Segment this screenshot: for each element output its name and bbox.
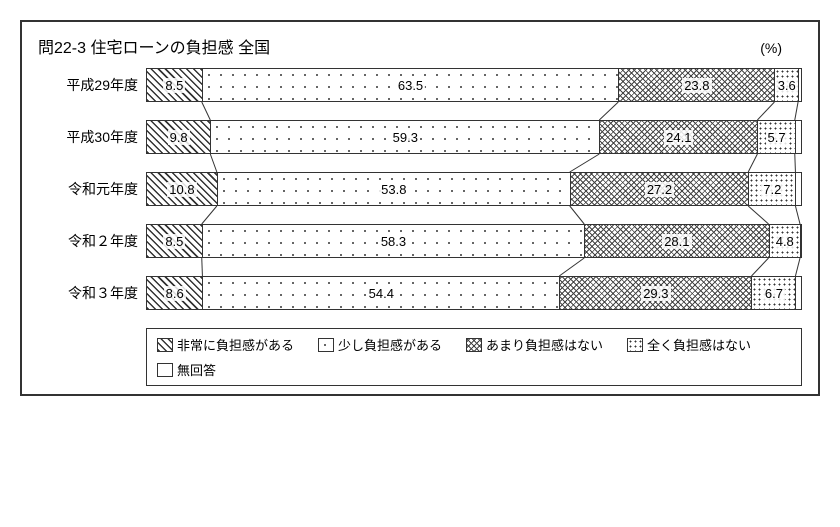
bar-segment-little_burden: 24.1 — [599, 120, 757, 154]
chart-container: 問22-3 住宅ローンの負担感 全国 (%) 平成29年度 8.5 63.5 23.8… — [20, 20, 820, 396]
legend-swatch — [157, 363, 173, 377]
segment-value: 63.5 — [396, 78, 425, 93]
bar-segment-very_burden: 8.5 — [146, 224, 202, 258]
bar-segment-little_burden: 27.2 — [570, 172, 748, 206]
segment-value: 7.2 — [761, 182, 783, 197]
segment-value: 8.6 — [164, 286, 186, 301]
segment-value: 9.8 — [168, 130, 190, 145]
segment-value: 23.8 — [682, 78, 711, 93]
bar-track: 8.5 63.5 23.8 3.6 — [146, 68, 802, 102]
bar-segment-very_burden: 8.5 — [146, 68, 202, 102]
bar-segment-some_burden: 54.4 — [202, 276, 559, 310]
bar-segment-no_burden: 6.7 — [751, 276, 795, 310]
bar-segment-no_answer — [795, 276, 802, 310]
bar-segment-little_burden: 23.8 — [618, 68, 774, 102]
chart-title: 問22-3 住宅ローンの負担感 全国 — [38, 34, 270, 58]
bar-track: 10.8 53.8 27.2 7.2 — [146, 172, 802, 206]
segment-value: 5.7 — [766, 130, 788, 145]
chart-unit: (%) — [760, 40, 782, 56]
legend-item: あまり負担感はない — [466, 335, 603, 354]
bar-track: 8.6 54.4 29.3 6.7 — [146, 276, 802, 310]
bar-segment-no_answer — [798, 68, 802, 102]
bar-row: 平成29年度 8.5 63.5 23.8 3.6 — [38, 68, 802, 102]
legend-item: 少し負担感がある — [318, 335, 442, 354]
segment-value: 4.8 — [774, 234, 796, 249]
bar-label: 平成30年度 — [38, 127, 146, 147]
bar-track: 9.8 59.3 24.1 5.7 — [146, 120, 802, 154]
bar-segment-very_burden: 10.8 — [146, 172, 217, 206]
legend-swatch — [157, 338, 173, 352]
bar-segment-very_burden: 9.8 — [146, 120, 210, 154]
segment-value: 8.5 — [163, 78, 185, 93]
segment-value: 10.8 — [167, 182, 196, 197]
bar-segment-no_burden: 4.8 — [769, 224, 800, 258]
legend-item: 全く負担感はない — [627, 335, 751, 354]
segment-value: 28.1 — [662, 234, 691, 249]
bar-segment-no_burden: 3.6 — [774, 68, 798, 102]
segment-value: 24.1 — [664, 130, 693, 145]
legend-label: 少し負担感がある — [338, 335, 442, 354]
bar-label: 平成29年度 — [38, 75, 146, 95]
bar-row: 令和元年度 10.8 53.8 27.2 7.2 — [38, 172, 802, 206]
legend-swatch — [466, 338, 482, 352]
bar-row: 令和２年度 8.5 58.3 28.1 4.8 — [38, 224, 802, 258]
bar-segment-no_answer — [800, 224, 802, 258]
bar-segment-little_burden: 29.3 — [559, 276, 751, 310]
bar-segment-some_burden: 58.3 — [202, 224, 584, 258]
bar-segment-no_burden: 5.7 — [757, 120, 794, 154]
segment-value: 59.3 — [391, 130, 420, 145]
bar-label: 令和２年度 — [38, 231, 146, 251]
segment-value: 6.7 — [763, 286, 785, 301]
segment-value: 3.6 — [776, 78, 798, 93]
chart-header: 問22-3 住宅ローンの負担感 全国 (%) — [38, 34, 802, 58]
bars-area: 平成29年度 8.5 63.5 23.8 3.6 平成30年度 9.8 59.3 24.1 5.7… — [38, 68, 802, 310]
segment-value: 53.8 — [379, 182, 408, 197]
bar-segment-no_answer — [795, 172, 802, 206]
bar-row: 平成30年度 9.8 59.3 24.1 5.7 — [38, 120, 802, 154]
legend-item: 無回答 — [157, 360, 216, 379]
bar-segment-very_burden: 8.6 — [146, 276, 202, 310]
legend-label: 非常に負担感がある — [177, 335, 294, 354]
bar-track: 8.5 58.3 28.1 4.8 — [146, 224, 802, 258]
bar-label: 令和元年度 — [38, 179, 146, 199]
bar-segment-some_burden: 53.8 — [217, 172, 570, 206]
segment-value: 27.2 — [645, 182, 674, 197]
bar-segment-no_answer — [795, 120, 802, 154]
segment-value: 58.3 — [379, 234, 408, 249]
legend-label: あまり負担感はない — [486, 335, 603, 354]
segment-value: 8.5 — [163, 234, 185, 249]
bar-row: 令和３年度 8.6 54.4 29.3 6.7 — [38, 276, 802, 310]
legend-swatch — [627, 338, 643, 352]
segment-value: 54.4 — [367, 286, 396, 301]
bar-segment-some_burden: 63.5 — [202, 68, 619, 102]
bar-segment-no_burden: 7.2 — [748, 172, 795, 206]
bar-label: 令和３年度 — [38, 283, 146, 303]
legend: 非常に負担感がある 少し負担感がある あまり負担感はない 全く負担感はない無回答 — [146, 328, 802, 386]
segment-value: 29.3 — [641, 286, 670, 301]
legend-label: 無回答 — [177, 360, 216, 379]
bar-segment-some_burden: 59.3 — [210, 120, 599, 154]
legend-swatch — [318, 338, 334, 352]
legend-item: 非常に負担感がある — [157, 335, 294, 354]
legend-label: 全く負担感はない — [647, 335, 751, 354]
bar-segment-little_burden: 28.1 — [584, 224, 768, 258]
